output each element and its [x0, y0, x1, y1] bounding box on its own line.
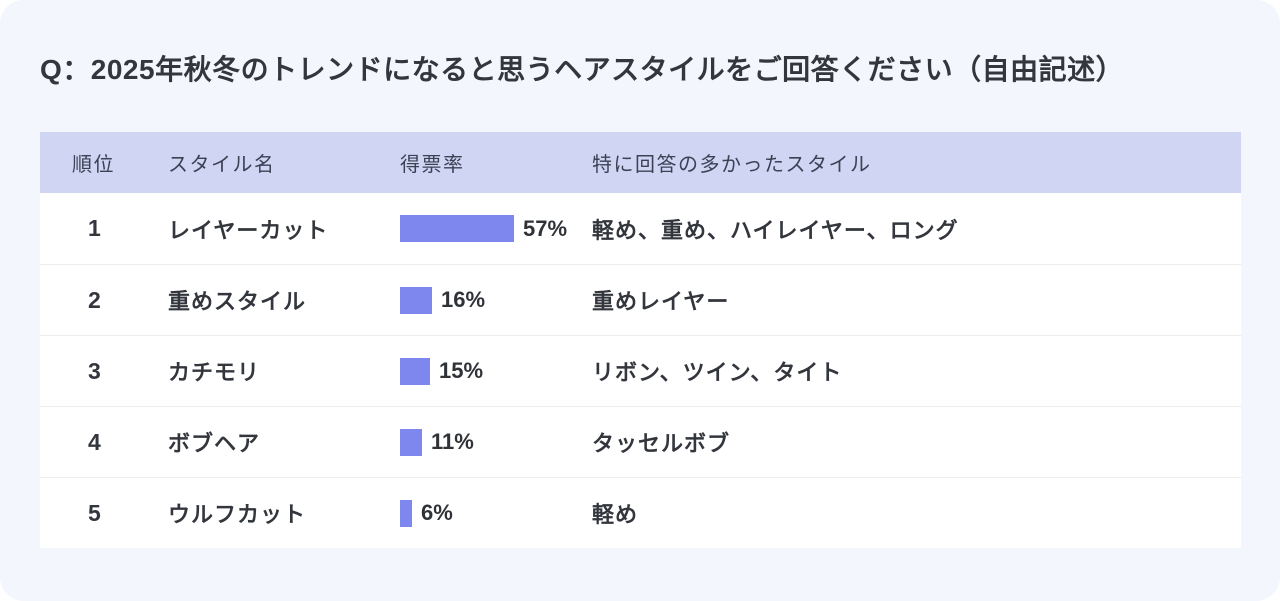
- top-answers: 重めレイヤー: [592, 289, 730, 315]
- vote-bar: [400, 499, 412, 527]
- rank-value: 1: [88, 215, 102, 242]
- style-name: 重めスタイル: [168, 289, 307, 315]
- style-name: ウルフカット: [168, 502, 307, 528]
- vote-rate-cell: 15%: [400, 357, 592, 385]
- header-style-name: スタイル名: [168, 154, 276, 177]
- vote-bar: [400, 357, 430, 385]
- header-top-answers: 特に回答の多かったスタイル: [592, 154, 872, 177]
- vote-bar: [400, 215, 514, 243]
- style-name: レイヤーカット: [168, 217, 329, 243]
- rank-value: 2: [88, 286, 102, 313]
- table-row: 1 レイヤーカット 57% 軽め、重め、ハイレイヤー、ロング: [40, 193, 1241, 265]
- table-row: 4 ボブヘア 11% タッセルボブ: [40, 406, 1241, 478]
- table-row: 3 カチモリ 15% リボン、ツイン、タイト: [40, 335, 1241, 407]
- vote-rate-cell: 11%: [400, 428, 592, 456]
- top-answers: 軽め、重め、ハイレイヤー、ロング: [592, 217, 959, 243]
- header-rank: 順位: [72, 154, 115, 177]
- style-name: カチモリ: [168, 360, 261, 386]
- question-title: Q：2025年秋冬のトレンドになると思うヘアスタイルをご回答ください（自由記述）: [40, 54, 1125, 85]
- top-answers: タッセルボブ: [592, 431, 731, 457]
- table-row: 5 ウルフカット 6% 軽め: [40, 477, 1241, 549]
- rank-value: 5: [88, 499, 102, 526]
- vote-bar: [400, 286, 432, 314]
- vote-percent: 57%: [523, 215, 568, 241]
- vote-bar: [400, 428, 422, 456]
- vote-rate-cell: 57%: [400, 215, 592, 243]
- vote-percent: 6%: [421, 500, 453, 526]
- table-header-row: 順位 スタイル名 得票率 特に回答の多かったスタイル: [40, 132, 1241, 194]
- vote-rate-cell: 16%: [400, 286, 592, 314]
- vote-percent: 16%: [441, 287, 486, 313]
- rank-value: 3: [88, 357, 102, 384]
- style-name: ボブヘア: [168, 431, 261, 457]
- vote-rate-cell: 6%: [400, 499, 592, 527]
- table-row: 2 重めスタイル 16% 重めレイヤー: [40, 264, 1241, 336]
- header-vote-rate: 得票率: [400, 154, 465, 177]
- rank-value: 4: [88, 428, 102, 455]
- ranking-table: 順位 スタイル名 得票率 特に回答の多かったスタイル 1 レイヤーカット 57%…: [40, 132, 1241, 549]
- top-answers: リボン、ツイン、タイト: [592, 360, 843, 386]
- vote-percent: 15%: [439, 358, 484, 384]
- top-answers: 軽め: [592, 502, 639, 528]
- vote-percent: 11%: [431, 429, 474, 455]
